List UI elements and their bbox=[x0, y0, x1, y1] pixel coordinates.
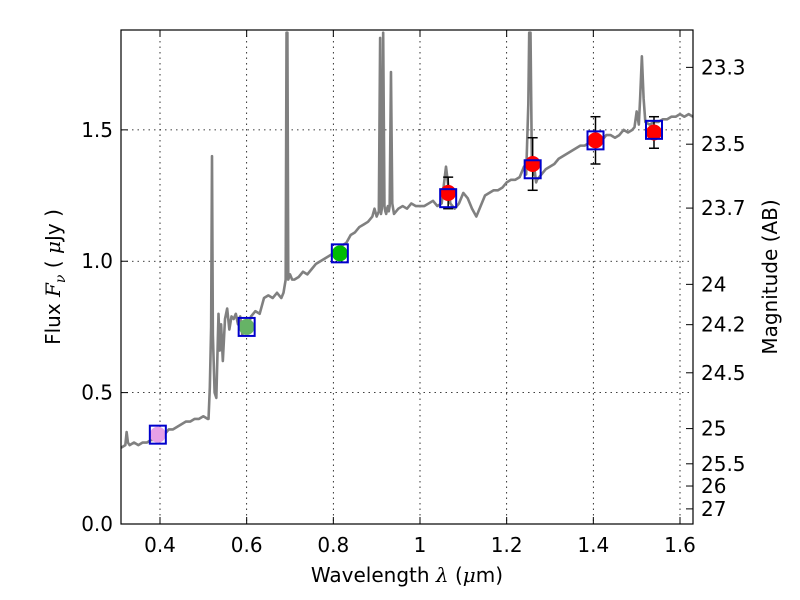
mag-tick-label: 24.2 bbox=[701, 313, 746, 337]
y-tick-label: 1.0 bbox=[81, 249, 113, 273]
mag-tick-label: 27 bbox=[701, 497, 726, 521]
model-flux-square bbox=[330, 243, 349, 264]
mag-tick-label: 23.3 bbox=[701, 55, 746, 79]
plot-area bbox=[121, 31, 693, 449]
x-axis-label: Wavelength λ (μm) bbox=[311, 563, 503, 587]
mag-tick-label: 23.5 bbox=[701, 132, 746, 156]
mag-tick-label: 26 bbox=[701, 474, 726, 498]
observed-flux-point bbox=[587, 132, 604, 149]
mag-tick-label: 24 bbox=[701, 272, 726, 296]
model-flux-square bbox=[439, 188, 458, 209]
observed-flux-point bbox=[238, 318, 255, 335]
mag-tick-label: 25.5 bbox=[701, 452, 746, 476]
x-tick-label: 0.4 bbox=[144, 533, 176, 557]
y-axis-label: Flux Fν ( μJy ) bbox=[41, 209, 69, 345]
observed-flux-point bbox=[440, 184, 457, 201]
x-tick-label: 1.6 bbox=[664, 533, 696, 557]
y-tick-label: 0.0 bbox=[81, 512, 113, 536]
y-tick-label: 1.5 bbox=[81, 118, 113, 142]
y-tick-label: 0.5 bbox=[81, 381, 113, 405]
model-flux-square bbox=[523, 159, 542, 180]
y2-axis-label: Magnitude (AB) bbox=[758, 199, 782, 354]
observed-flux-point bbox=[524, 156, 541, 173]
model-flux-square bbox=[645, 119, 663, 140]
grid-lines bbox=[121, 30, 693, 525]
model-flux-square bbox=[586, 130, 605, 151]
model-flux-square bbox=[237, 316, 256, 337]
x-tick-label: 1.4 bbox=[577, 533, 609, 557]
mag-tick-label: 23.7 bbox=[701, 196, 746, 220]
axis-ticks: 0.4 0.6 0.8 1 1.2 1.4 1.6 0.0 0.5 1.0 1.5 23.3 23.5 2… bbox=[81, 30, 746, 557]
x-tick-label: 0.8 bbox=[317, 533, 349, 557]
plot-frame bbox=[120, 29, 694, 525]
model-spectrum-line bbox=[121, 31, 693, 449]
observed-flux-point bbox=[331, 245, 348, 262]
x-tick-label: 1.2 bbox=[491, 533, 523, 557]
observed-flux-point bbox=[646, 124, 662, 141]
mag-tick-label: 24.5 bbox=[701, 361, 746, 385]
model-flux-square bbox=[148, 424, 167, 445]
mag-tick-label: 25 bbox=[701, 417, 726, 441]
x-tick-label: 1 bbox=[414, 533, 427, 557]
x-tick-label: 0.6 bbox=[231, 533, 263, 557]
observed-flux-point bbox=[149, 426, 166, 443]
